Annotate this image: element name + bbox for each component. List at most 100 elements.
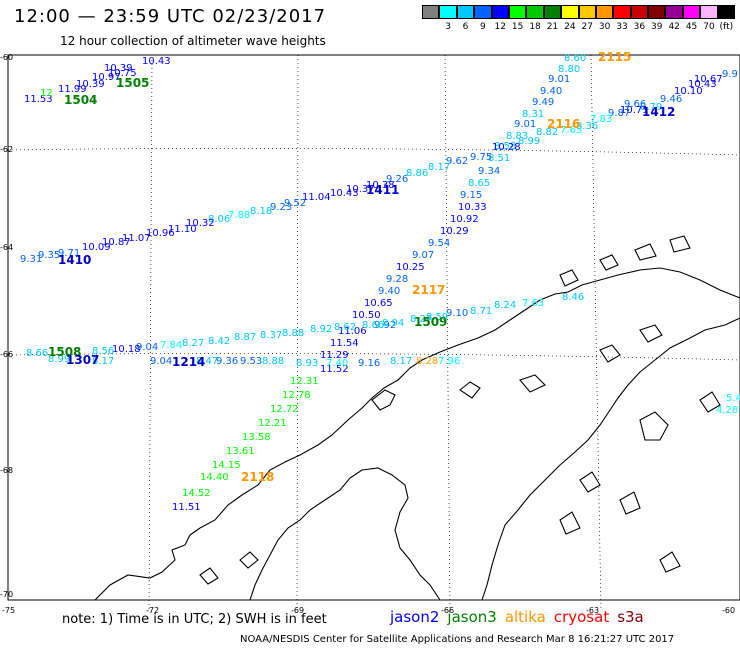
wave-height-value: 9.23 [270, 202, 292, 213]
wave-height-value: 8.60 [564, 53, 586, 64]
colorbar-label: 3 [445, 22, 451, 32]
colorbar-label: 21 [546, 22, 559, 32]
wave-height-value: 8.28 [416, 356, 438, 367]
colorbar-swatch [613, 5, 631, 19]
wave-height-value: 10.43 [330, 188, 359, 199]
pass-id-label: 2115 [598, 50, 631, 64]
wave-height-value: 9.54 [428, 238, 450, 249]
longitude-tick: -60 [722, 606, 735, 615]
wave-height-value: 8.42 [208, 336, 230, 347]
wave-height-value: 11.52 [320, 364, 349, 375]
wave-height-value: 8.31 [522, 109, 544, 120]
wave-height-value: 8.17 [428, 162, 450, 173]
wave-height-value: 9.92 [374, 320, 396, 331]
wave-height-value: 10.09 [82, 242, 111, 253]
wave-height-value: 11.54 [330, 338, 359, 349]
wave-height-value: 10.18 [112, 344, 141, 355]
colorbar-label: 30 [598, 22, 611, 32]
colorbar-swatch [665, 5, 683, 19]
longitude-tick: -63 [586, 606, 599, 615]
wave-height-value: 11.29 [320, 350, 349, 361]
colorbar-swatch [578, 5, 596, 19]
wave-height-value: 9.75 [470, 152, 492, 163]
wave-height-value: 9.26 [386, 174, 408, 185]
wave-height-value: 10.92 [450, 214, 479, 225]
wave-height-value: 11.51 [172, 502, 201, 513]
wave-height-value: 9.40 [378, 286, 400, 297]
colorbar-label: 36 [633, 22, 646, 32]
wave-height-value: 10.71 [620, 105, 649, 116]
colorbar-labels: 3 6 9 12 15 18 21 24 27 30 33 36 39 42 45 70 (ft) [422, 19, 735, 32]
wave-height-value: 8.59 [426, 312, 448, 323]
wave-height-value: 12 [40, 88, 53, 99]
wave-height-value: 8.37 [260, 330, 282, 341]
colorbar-swatch [526, 5, 544, 19]
wave-height-value: 10.39 [76, 79, 105, 90]
wave-height-value: 12.21 [258, 418, 287, 429]
wave-height-value: 8.99 [518, 136, 540, 147]
pass-id-label: 1307 [66, 353, 99, 367]
wave-height-value: 10.67 [694, 74, 723, 85]
wave-height-value: 14.40 [200, 472, 229, 483]
colorbar-swatch [491, 5, 509, 19]
wave-height-value: 5.4 [726, 393, 740, 404]
wave-height-value: 8.46 [562, 292, 584, 303]
wave-height-value: 10.32 [186, 218, 215, 229]
wave-height-value: 14.52 [182, 488, 211, 499]
map-subtitle: 12 hour collection of altimeter wave hei… [60, 34, 326, 48]
wave-height-value: 10.50 [352, 310, 381, 321]
wave-height-value: 10.65 [364, 298, 393, 309]
wave-height-value: 10.10 [674, 86, 703, 97]
wave-height-value: 9.28 [386, 274, 408, 285]
wave-height-value: 8.71 [470, 306, 492, 317]
colorbar-swatch [648, 5, 666, 19]
map-frame [7, 54, 740, 601]
wave-height-value: 10.43 [142, 56, 171, 67]
wave-height-value: 10.87 [102, 237, 131, 248]
satellite-pass-labels: 1504 1505 1412 1411 1410 2115 2116 2117 1509 1508… [48, 50, 675, 484]
colorbar-swatch [717, 5, 736, 19]
wave-height-value: 7.96 [438, 356, 460, 367]
colorbar-label: 70 [703, 22, 715, 32]
wave-height-value: 8.51 [488, 153, 510, 164]
wave-height-value: 8.56 [92, 346, 114, 357]
wave-height-value: 11.07 [122, 233, 151, 244]
wave-height-value: 12.78 [282, 390, 311, 401]
wave-height-value: 7.84 [160, 340, 182, 351]
wave-height-value: 9.71 [58, 248, 80, 259]
wave-height-value: 10.97 [92, 72, 121, 83]
latitude-tick: -64 [0, 243, 13, 252]
wave-height-value: 9.10 [446, 308, 468, 319]
pass-id-label: 2117 [412, 283, 445, 297]
pass-id-label: 1214 [172, 355, 205, 369]
colorbar-label: 6 [462, 22, 469, 32]
credit-line: NOAA/NESDIS Center for Satellite Applica… [240, 634, 675, 645]
mission-legend-item: cryosat [553, 608, 610, 626]
wave-height-value: 10.29 [440, 226, 469, 237]
wave-height-value: 8.06 [208, 214, 230, 225]
wave-height-value: 9.34 [478, 166, 500, 177]
wave-height-value: 8.27 [410, 314, 432, 325]
wave-height-value: 8.24 [494, 300, 516, 311]
pass-id-label: 1509 [414, 315, 447, 329]
pass-id-label: 1504 [64, 93, 97, 107]
wave-height-value: 8.86 [406, 168, 428, 179]
wave-height-value: 9.16 [358, 358, 380, 369]
pass-id-label: 1411 [366, 183, 399, 197]
wave-height-value: 10.33 [458, 202, 487, 213]
wave-height-value: 9.31 [20, 254, 42, 265]
colorbar-legend: 3 6 9 12 15 18 21 24 27 30 33 36 39 42 45 70 (ft) [422, 5, 736, 32]
wave-height-value: 8.17 [390, 356, 412, 367]
wave-height-value: 10.37 [346, 184, 375, 195]
wave-height-value: 8.87 [234, 332, 256, 343]
wave-height-value: 10.43 [688, 79, 717, 90]
pass-id-label: 1412 [642, 105, 675, 119]
wave-height-value: 10.38 [366, 180, 395, 191]
wave-height-value: 11.53 [24, 94, 53, 105]
wave-height-value: 9.04 [150, 356, 172, 367]
mission-legend-item: s3a [617, 608, 644, 626]
wave-height-value: 10.25 [396, 262, 425, 273]
colorbar-swatch [439, 5, 457, 19]
coastline [94, 235, 740, 601]
wave-height-value: 12.72 [270, 404, 299, 415]
